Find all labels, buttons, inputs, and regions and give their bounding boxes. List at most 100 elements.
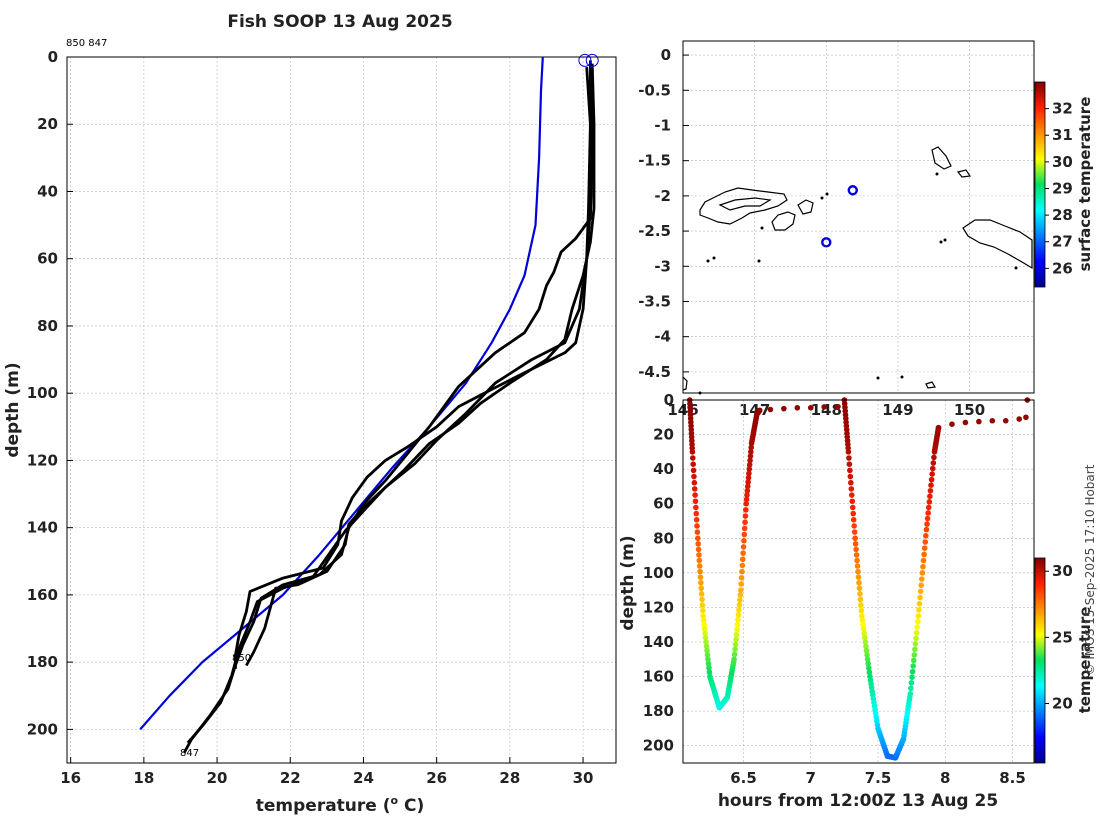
profile-label-850: 850: [232, 653, 251, 664]
timeseries-dive-point: [913, 635, 919, 642]
timeseries-dive-point: [907, 691, 914, 697]
timeseries-dive-point: [731, 651, 738, 658]
timeseries-dive-point: [914, 618, 921, 625]
timeseries-dive-point: [909, 668, 916, 675]
timeseries-y-tick-label: 60: [653, 495, 674, 513]
timeseries-dive-point: [850, 516, 857, 523]
profile-x-tick-label: 18: [133, 769, 154, 787]
timeseries-dive-point: [736, 607, 742, 613]
timeseries-dive-point: [863, 647, 870, 654]
coastline-new-britain: [962, 219, 1033, 270]
timeseries-dive-point: [738, 587, 744, 593]
timeseries-surface-point: [1002, 417, 1009, 424]
timeseries-dive-point: [919, 570, 926, 576]
profile-line-profile-4: [245, 63, 596, 667]
timeseries-dive-point: [908, 679, 915, 686]
islet: [939, 240, 943, 244]
profile-axes-frame: [66, 56, 617, 764]
timeseries-dive-point: [864, 656, 871, 663]
timeseries-surface-point: [935, 424, 942, 431]
timeseries-dive-point: [745, 479, 751, 485]
timeseries-dive-point: [848, 492, 855, 498]
timeseries-dive-point: [741, 525, 748, 532]
timeseries-dive-point: [697, 568, 703, 575]
timeseries-dive-point: [747, 457, 753, 464]
map-profile-location: [847, 185, 858, 196]
timeseries-dive-point: [736, 602, 743, 608]
timeseries-dive-point: [920, 557, 927, 564]
timeseries-dive-point: [866, 669, 873, 676]
timeseries-y-tick-label: 160: [643, 668, 674, 686]
timeseries-dive-point: [850, 510, 857, 517]
profile-y-tick-label: 180: [27, 653, 58, 671]
timeseries-axes-frame: [682, 399, 1035, 764]
timeseries-surface-point: [1016, 416, 1023, 422]
timeseries-dive-point: [704, 652, 711, 658]
timeseries-dive-point: [741, 537, 747, 544]
timeseries-x-tick-label: 6.5: [730, 769, 757, 787]
map-x-tick-label: 150: [954, 401, 985, 419]
map-profile-location: [821, 237, 832, 248]
timeseries-dive-point: [928, 482, 934, 488]
timeseries-dive-point: [691, 486, 698, 492]
timeseries-dive-point: [739, 568, 745, 575]
timeseries-dive-point: [920, 563, 926, 570]
timeseries-dive-point: [910, 663, 916, 669]
timeseries-dive-point: [692, 498, 699, 505]
timeseries-colorbar-label: temperature: [1076, 607, 1094, 714]
timeseries-dive-point: [739, 556, 746, 563]
timeseries-dive-point: [852, 541, 859, 547]
timeseries-dive-point: [911, 652, 918, 658]
timeseries-dive-point: [737, 597, 743, 603]
timeseries-dive-point: [691, 479, 698, 486]
timeseries-dive-point: [703, 639, 709, 645]
timeseries-dive-point: [693, 516, 700, 523]
profile-y-tick-label: 40: [37, 182, 58, 200]
timeseries-surface-point: [794, 404, 801, 411]
timeseries-dive-point: [690, 467, 697, 474]
profile-x-tick-label: 30: [573, 769, 594, 787]
timeseries-dive-point: [914, 624, 920, 630]
timeseries-dive-point: [857, 596, 864, 603]
timeseries-dive-point: [748, 444, 755, 451]
timeseries-dive-point: [861, 630, 867, 637]
timeseries-dive-point: [732, 646, 738, 653]
timeseries-dive-point: [743, 500, 750, 507]
timeseries-dive-point: [742, 519, 748, 526]
islet: [876, 376, 880, 380]
timeseries-surface-point: [756, 407, 763, 414]
coastline-new-ireland-west: [699, 187, 788, 225]
timeseries-surface-point: [821, 404, 828, 410]
timeseries-dive-point: [861, 634, 868, 641]
timeseries-dive-point: [705, 660, 712, 667]
map-y-tick-label: -2: [654, 187, 671, 205]
timeseries-dive-point: [698, 591, 705, 597]
map-y-tick-label: -3.5: [638, 292, 671, 310]
timeseries-ylabel: depth (m): [618, 535, 638, 630]
timeseries-dive-point: [916, 607, 922, 613]
timeseries-dive-point: [860, 626, 867, 632]
profile-label-847: 847: [180, 748, 199, 759]
map-x-tick-label: 149: [882, 401, 913, 419]
timeseries-dive-point: [931, 454, 937, 461]
timeseries-x-tick-label: 7.5: [865, 769, 892, 787]
timeseries-y-tick-label: 40: [653, 460, 674, 478]
timeseries-dive-point: [853, 552, 860, 558]
timeseries-dive-point: [846, 461, 853, 468]
timeseries-dive-point: [740, 550, 746, 556]
timeseries-dive-point: [923, 526, 930, 533]
timeseries-dive-point: [851, 529, 858, 535]
timeseries-points: [686, 397, 1031, 761]
coastline-small-east: [956, 169, 972, 178]
islet: [760, 226, 764, 230]
map-y-tick-label: -1: [654, 116, 671, 134]
islet: [825, 192, 829, 196]
profile-ticks: 16 18 20 22 24 26 28 30 0 20 40 60 80 100 120 140 160 180…: [27, 48, 594, 787]
timeseries-ticks: 6.5 7 7.5 8 8.5 0 20 40 60 80 100 120 140 160 180 200: [643, 391, 1026, 787]
timeseries-dive-point: [695, 541, 701, 547]
timeseries-y-tick-label: 140: [643, 633, 674, 651]
timeseries-dive-point: [699, 607, 706, 614]
map-colorbar-label: surface temperature: [1076, 97, 1094, 272]
